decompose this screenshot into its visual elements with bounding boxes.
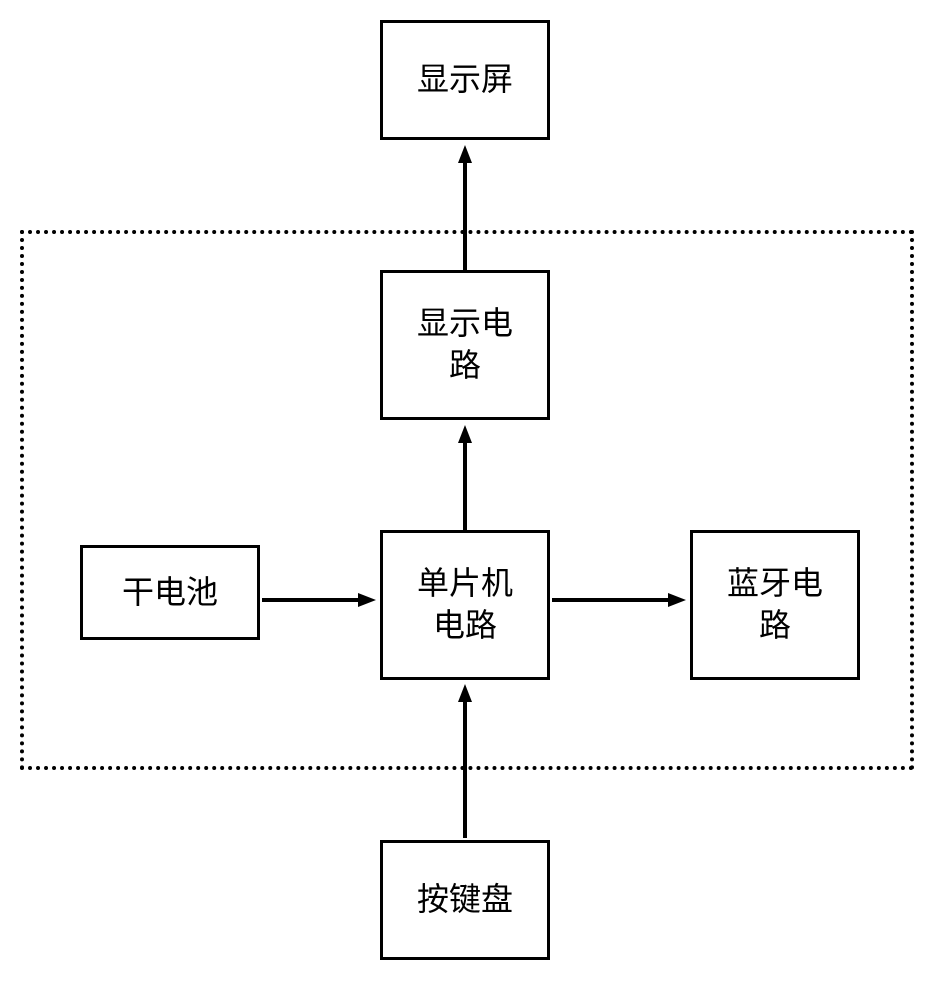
edge-arrowhead	[668, 593, 686, 607]
edge-arrowhead	[358, 593, 376, 607]
edge-arrowhead	[458, 684, 472, 702]
edge-arrowhead	[458, 145, 472, 163]
edge-arrowhead	[458, 425, 472, 443]
diagram-canvas: 显示屏 显示电 路 干电池 单片机 电路 蓝牙电 路 按键盘	[0, 0, 934, 1000]
edges-layer	[0, 0, 934, 1000]
